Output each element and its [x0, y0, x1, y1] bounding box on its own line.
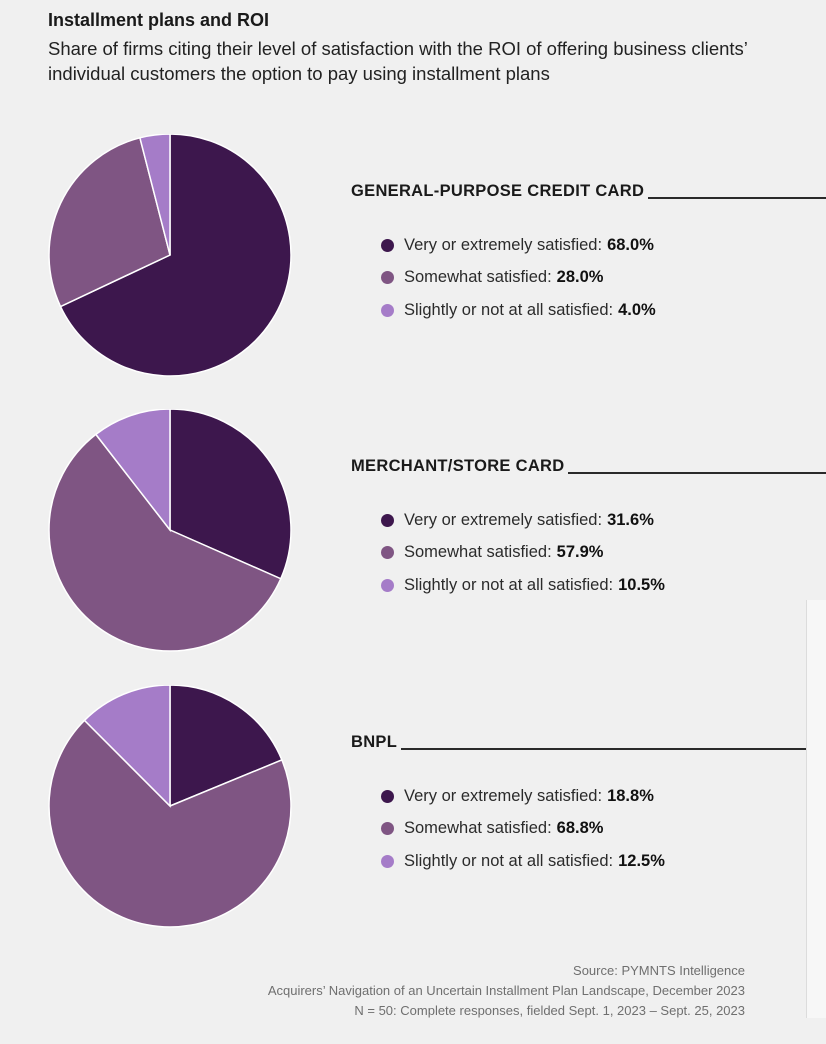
chart-title: Installment plans and ROI	[48, 10, 270, 30]
slightly-satisfied-slice	[138, 134, 171, 256]
somewhat-satisfied-slice	[48, 433, 282, 652]
side-panel-edge	[806, 600, 826, 1018]
somewhat-satisfied-slice	[48, 136, 171, 308]
chart-heading: BNPL	[351, 733, 398, 751]
legend-item: Slightly or not at all satisfied: 4.0%	[381, 294, 656, 327]
chart-heading-row: BNPL	[351, 733, 806, 751]
legend-label: Somewhat satisfied:	[404, 268, 552, 287]
source-note: Source: PYMNTS Intelligence Acquirers’ N…	[268, 961, 745, 1021]
legend: Very or extremely satisfied: 31.6% Somewh…	[381, 504, 665, 602]
legend-dot	[381, 238, 394, 252]
slightly-satisfied-slice	[94, 409, 171, 533]
legend-value: 57.9%	[556, 543, 604, 562]
heading-rule	[568, 472, 826, 474]
legend-dot	[381, 546, 394, 560]
very-satisfied-slice	[169, 409, 292, 580]
legend-item: Somewhat satisfied: 57.9%	[381, 537, 665, 570]
chart-heading-row: MERCHANT/STORE CARD	[351, 457, 826, 475]
legend-value: 12.5%	[618, 851, 665, 870]
chart-heading-row: GENERAL-PURPOSE CREDIT CARD	[351, 182, 826, 200]
legend-value: 4.0%	[618, 300, 656, 319]
legend-item: Very or extremely satisfied: 31.6%	[381, 504, 665, 537]
very-satisfied-slice	[169, 685, 283, 808]
legend-dot	[381, 854, 394, 868]
chart-heading: MERCHANT/STORE CARD	[351, 457, 565, 475]
pie-chart-bnpl	[48, 685, 292, 928]
chart-panel-bnpl: BNPL Very or extremely satisfied: 18.8% S…	[0, 685, 826, 945]
somewhat-satisfied-slice	[48, 719, 292, 928]
pie-chart-merchant-card	[48, 409, 292, 652]
legend-label: Slightly or not at all satisfied:	[404, 575, 614, 594]
legend-value: 68.0%	[607, 235, 654, 254]
chart-panel-credit-card: GENERAL-PURPOSE CREDIT CARD Very or extr…	[0, 134, 826, 394]
very-satisfied-slice	[59, 134, 292, 377]
chart-subtitle: Share of firms citing their level of sat…	[48, 38, 748, 84]
slightly-satisfied-slice	[83, 685, 171, 808]
chart-panel-merchant-card: MERCHANT/STORE CARD Very or extremely sa…	[0, 409, 826, 669]
legend-label: Very or extremely satisfied:	[404, 510, 603, 529]
legend-label: Slightly or not at all satisfied:	[404, 300, 614, 319]
legend-label: Very or extremely satisfied:	[404, 786, 603, 805]
legend: Very or extremely satisfied: 68.0% Somewh…	[381, 229, 656, 327]
legend-label: Somewhat satisfied:	[404, 819, 552, 838]
legend-dot	[381, 271, 394, 285]
chart-heading: GENERAL-PURPOSE CREDIT CARD	[351, 182, 645, 200]
legend-dot	[381, 303, 394, 317]
sample-note-line: N = 50: Complete responses, fielded Sept…	[354, 1003, 745, 1018]
source-line: Source: PYMNTS Intelligence	[573, 963, 745, 978]
legend-item: Slightly or not at all satisfied: 10.5%	[381, 569, 665, 602]
heading-rule	[648, 197, 826, 199]
legend-item: Very or extremely satisfied: 68.0%	[381, 229, 656, 262]
legend-value: 18.8%	[607, 786, 654, 805]
legend-dot	[381, 789, 394, 803]
legend-item: Very or extremely satisfied: 18.8%	[381, 780, 665, 813]
legend-value: 31.6%	[607, 510, 654, 529]
pie-chart-credit-card	[48, 134, 292, 377]
legend-item: Somewhat satisfied: 28.0%	[381, 262, 656, 295]
legend-item: Slightly or not at all satisfied: 12.5%	[381, 845, 665, 878]
legend-value: 68.8%	[556, 819, 604, 838]
heading-rule	[401, 748, 806, 750]
legend-dot	[381, 578, 394, 592]
report-title-line: Acquirers’ Navigation of an Uncertain In…	[267, 983, 745, 998]
legend-item: Somewhat satisfied: 68.8%	[381, 813, 665, 846]
legend: Very or extremely satisfied: 18.8% Somewh…	[381, 780, 665, 878]
legend-value: 10.5%	[618, 575, 665, 594]
legend-dot	[381, 513, 394, 527]
legend-label: Very or extremely satisfied:	[404, 235, 603, 254]
legend-value: 28.0%	[556, 268, 604, 287]
legend-label: Somewhat satisfied:	[404, 543, 552, 562]
legend-label: Slightly or not at all satisfied:	[404, 851, 614, 870]
legend-dot	[381, 822, 394, 836]
